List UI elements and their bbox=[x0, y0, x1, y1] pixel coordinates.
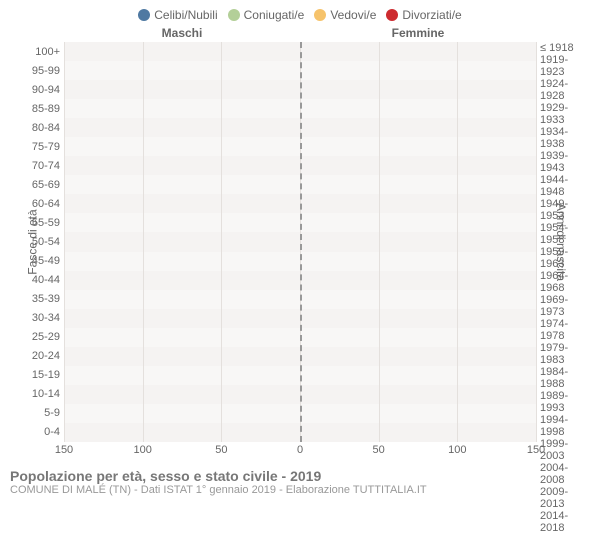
birth-label: 2009-2013 bbox=[536, 486, 592, 510]
age-label: 75-79 bbox=[8, 137, 64, 156]
legend-swatch-divorziati bbox=[386, 9, 398, 21]
birth-label: 1969-1973 bbox=[536, 294, 592, 318]
pyramid-plot: Fasce di età Anni di nascita 100+95-9990… bbox=[8, 42, 592, 442]
age-label: 35-39 bbox=[8, 290, 64, 309]
age-label: 85-89 bbox=[8, 99, 64, 118]
birth-label: 1984-1988 bbox=[536, 366, 592, 390]
chart-title: Popolazione per età, sesso e stato civil… bbox=[10, 468, 590, 484]
age-label: 100+ bbox=[8, 42, 64, 61]
gender-male-label: Maschi bbox=[64, 26, 300, 40]
legend-item-divorziati: Divorziati/e bbox=[386, 8, 461, 22]
birth-label: 2004-2008 bbox=[536, 462, 592, 486]
age-label: 10-14 bbox=[8, 385, 64, 404]
legend-label: Coniugati/e bbox=[244, 8, 305, 22]
legend-label: Vedovi/e bbox=[330, 8, 376, 22]
legend-item-vedovi: Vedovi/e bbox=[314, 8, 376, 22]
legend-label: Divorziati/e bbox=[402, 8, 461, 22]
birth-label: 2014-2018 bbox=[536, 510, 592, 534]
legend-item-celibi: Celibi/Nubili bbox=[138, 8, 217, 22]
birth-label: 1944-1948 bbox=[536, 174, 592, 198]
birth-label: 1934-1938 bbox=[536, 126, 592, 150]
x-tick: 100 bbox=[133, 444, 151, 456]
x-tick: 150 bbox=[55, 444, 73, 456]
x-tick: 150 bbox=[527, 444, 545, 456]
x-tick: 0 bbox=[297, 444, 303, 456]
age-label: 95-99 bbox=[8, 61, 64, 80]
y-axis-left-title: Fasce di età bbox=[26, 209, 40, 274]
chart-subtitle: COMUNE DI MALÉ (TN) - Dati ISTAT 1° genn… bbox=[10, 484, 590, 496]
gender-header: Maschi Femmine bbox=[8, 24, 592, 42]
gender-female-label: Femmine bbox=[300, 26, 536, 40]
legend-swatch-vedovi bbox=[314, 9, 326, 21]
legend-item-coniugati: Coniugati/e bbox=[228, 8, 305, 22]
birth-label: 1939-1943 bbox=[536, 150, 592, 174]
age-label: 90-94 bbox=[8, 80, 64, 99]
plot-area bbox=[64, 42, 536, 442]
birth-label: 1979-1983 bbox=[536, 342, 592, 366]
legend-swatch-coniugati bbox=[228, 9, 240, 21]
x-tick: 50 bbox=[373, 444, 385, 456]
legend: Celibi/Nubili Coniugati/e Vedovi/e Divor… bbox=[8, 4, 592, 24]
birth-label: 1974-1978 bbox=[536, 318, 592, 342]
age-label: 15-19 bbox=[8, 366, 64, 385]
birth-label: 1929-1933 bbox=[536, 102, 592, 126]
x-tick: 100 bbox=[448, 444, 466, 456]
age-label: 30-34 bbox=[8, 309, 64, 328]
age-label: 5-9 bbox=[8, 404, 64, 423]
population-pyramid-chart: Celibi/Nubili Coniugati/e Vedovi/e Divor… bbox=[0, 0, 600, 502]
y-axis-right-title: Anni di nascita bbox=[554, 203, 568, 281]
age-label: 20-24 bbox=[8, 347, 64, 366]
birth-label: 1989-1993 bbox=[536, 390, 592, 414]
age-label: 70-74 bbox=[8, 156, 64, 175]
legend-swatch-celibi bbox=[138, 9, 150, 21]
age-label: 0-4 bbox=[8, 423, 64, 442]
x-tick: 50 bbox=[215, 444, 227, 456]
birth-label: 1924-1928 bbox=[536, 78, 592, 102]
age-label: 25-29 bbox=[8, 328, 64, 347]
birth-label: 1994-1998 bbox=[536, 414, 592, 438]
birth-label: 1919-1923 bbox=[536, 54, 592, 78]
x-axis: 15010050050100150 bbox=[64, 442, 536, 460]
birth-label: ≤ 1918 bbox=[536, 42, 592, 54]
legend-label: Celibi/Nubili bbox=[154, 8, 217, 22]
age-label: 80-84 bbox=[8, 118, 64, 137]
age-label: 65-69 bbox=[8, 175, 64, 194]
chart-footer: Popolazione per età, sesso e stato civil… bbox=[8, 460, 592, 502]
